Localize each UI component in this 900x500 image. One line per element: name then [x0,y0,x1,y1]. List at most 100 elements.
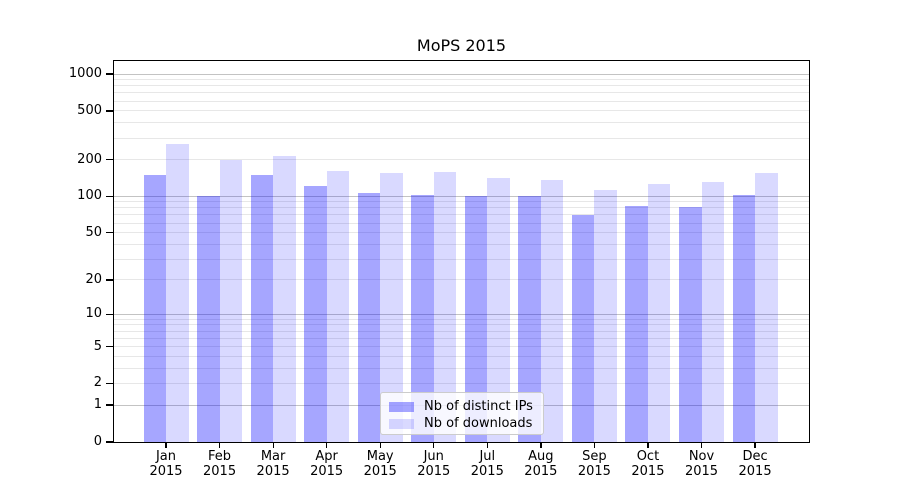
gridline-minor-8 [114,324,809,326]
x-tick-label-apr: Apr 2015 [310,449,344,479]
bar-downloads-jun [433,172,457,442]
gridline-major-1000 [114,73,809,75]
x-tick-aug [540,443,542,448]
y-tick-label-2: 2 [93,375,102,391]
x-tick-nov [700,443,703,448]
bar-downloads-jan [166,144,189,442]
gridline-minor-70 [114,214,809,216]
bar-downloads-mar [273,156,296,442]
x-tick-label-dec: Dec 2015 [738,449,772,479]
bar-downloads-apr [326,171,350,442]
bar-ips-feb [197,196,220,442]
y-tick-label-1: 1 [93,397,102,413]
x-tick-label-aug: Aug 2015 [524,449,558,479]
x-tick-apr [326,443,328,448]
x-tick-jul [486,443,488,448]
gridline-minor-40 [114,243,809,245]
x-tick-mar [272,443,274,448]
gridline-minor-800 [114,85,809,87]
bar-downloads-feb [219,159,243,442]
x-tick-label-jan: Jan 2015 [149,449,183,479]
bar-downloads-dec [755,173,778,442]
bar-downloads-sep [594,190,617,442]
gridline-minor-4 [114,355,809,357]
gridline-major-10 [114,313,809,315]
y-tick-2 [106,382,113,385]
gridline-minor-30 [114,258,809,260]
y-tick-5 [106,345,113,348]
x-tick-label-nov: Nov 2015 [684,449,719,479]
bar-ips-sep [571,214,595,442]
legend-label-downloads: Nb of downloads [424,416,533,431]
bar-ips-apr [304,185,327,442]
bar-ips-dec [732,194,756,442]
y-tick-100 [106,195,113,197]
bar-ips-oct [625,205,648,442]
x-tick-label-jul: Jul 2015 [470,449,504,479]
legend-row-downloads: Nb of downloads [389,415,535,432]
gridline-minor-500 [114,110,809,112]
bar-ips-jul [464,196,488,442]
gridline-minor-900 [114,79,809,81]
y-tick-label-10: 10 [85,306,102,322]
legend: Nb of distinct IPs Nb of downloads [380,392,544,435]
x-tick-jun [433,443,435,448]
bar-downloads-jul [487,178,510,442]
gridline-minor-400 [114,122,809,124]
legend-swatch-downloads [389,418,414,429]
gridline-minor-700 [114,92,809,94]
bar-downloads-may [380,173,403,442]
bar-ips-may [357,192,381,442]
legend-label-distinct-ips: Nb of distinct IPs [424,399,533,414]
bar-ips-mar [250,174,274,442]
gridline-major-100 [114,195,809,197]
gridline-minor-9 [114,318,809,320]
bar-downloads-aug [540,179,564,442]
gridline-minor-90 [114,201,809,203]
y-tick-1000 [106,73,113,75]
chart-title: MoPS 2015 [416,36,507,55]
y-tick-label-100: 100 [77,188,102,204]
y-tick-20 [106,279,113,281]
bar-ips-nov [679,207,702,442]
bar-ips-jun [411,194,434,442]
y-tick-label-50: 50 [85,224,102,240]
x-tick-may [379,443,381,448]
bar-downloads-nov [701,182,724,442]
gridline-minor-2 [114,382,809,384]
gridline-minor-3 [114,367,809,369]
y-tick-50 [106,231,113,234]
gridline-minor-20 [114,279,809,281]
plot-area [113,60,810,443]
gridline-minor-80 [114,207,809,209]
gridline-minor-600 [114,100,809,102]
x-tick-label-sep: Sep 2015 [577,449,611,479]
bar-ips-aug [518,196,541,442]
y-tick-10 [106,313,113,315]
legend-row-distinct-ips: Nb of distinct IPs [389,398,535,415]
y-tick-500 [106,110,113,112]
y-tick-label-5: 5 [93,338,102,354]
x-tick-sep [593,443,596,448]
gridline-minor-200 [114,159,809,160]
y-tick-200 [106,158,113,161]
y-tick-1 [106,404,113,406]
gridline-minor-6 [114,337,809,339]
x-tick-label-feb: Feb 2015 [203,449,237,479]
gridline-minor-60 [114,222,809,224]
y-tick-label-20: 20 [85,271,102,287]
y-tick-label-0: 0 [93,434,102,449]
x-tick-label-jun: Jun 2015 [417,449,451,479]
x-tick-jan [165,443,167,448]
legend-swatch-distinct-ips [389,401,414,412]
x-tick-oct [647,443,649,448]
y-tick-label-200: 200 [77,151,102,167]
x-tick-label-may: May 2015 [363,449,397,479]
x-tick-feb [218,443,221,448]
x-tick-dec [754,443,756,448]
y-tick-0 [106,441,113,443]
x-tick-label-oct: Oct 2015 [631,449,665,479]
gridline-minor-7 [114,330,809,332]
y-tick-label-500: 500 [77,102,102,118]
